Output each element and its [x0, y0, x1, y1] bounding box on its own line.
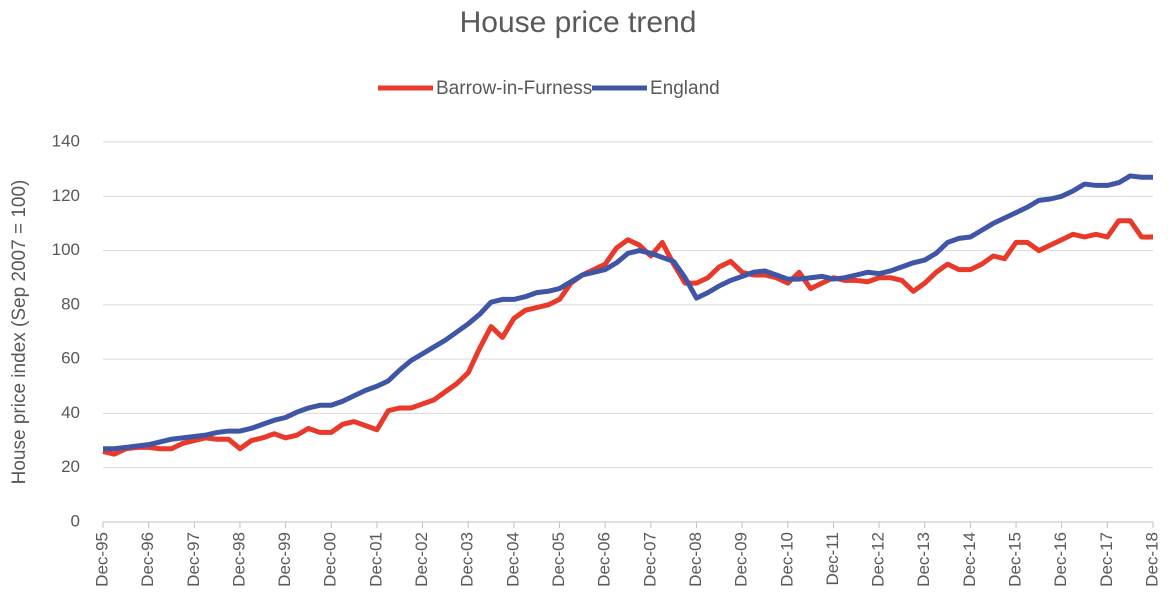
x-tick-label: Dec-99: [275, 532, 294, 587]
x-tick-label: Dec-07: [640, 532, 659, 587]
y-tick-label: 0: [71, 511, 80, 530]
series-line: [102, 218, 1153, 457]
y-axis-label: House price index (Sep 2007 = 100): [9, 180, 30, 485]
legend-label: England: [650, 78, 720, 99]
x-tick-label: Dec-14: [960, 532, 979, 587]
x-tick-label: Dec-16: [1051, 532, 1070, 587]
series-line: [103, 173, 1153, 452]
y-tick-label: 140: [52, 131, 80, 150]
x-tick-label: Dec-04: [503, 532, 522, 587]
y-tick-label: 120: [52, 186, 80, 205]
y-tick-label: 40: [61, 403, 80, 422]
x-tick-label: Dec-15: [1006, 532, 1025, 587]
x-tick-label: Dec-13: [914, 532, 933, 587]
x-tick-label: Dec-17: [1097, 532, 1116, 587]
x-tick-label: Dec-02: [412, 532, 431, 587]
x-tick-label: Dec-06: [595, 532, 614, 587]
x-tick-label: Dec-05: [549, 532, 568, 587]
y-tick-label: 60: [61, 349, 80, 368]
y-tick-label: 80: [61, 294, 80, 313]
x-tick-label: Dec-96: [138, 532, 157, 587]
x-tick-label: Dec-03: [458, 532, 477, 587]
x-tick-label: Dec-00: [321, 532, 340, 587]
x-tick-label: Dec-12: [869, 532, 888, 587]
legend-label: Barrow-in-Furness: [436, 78, 592, 99]
x-tick-label: Dec-09: [732, 532, 751, 587]
x-tick-label: Dec-18: [1142, 532, 1161, 587]
x-tick-label: Dec-10: [777, 532, 796, 587]
x-tick-label: Dec-95: [92, 532, 111, 587]
x-tick-label: Dec-97: [184, 532, 203, 587]
x-tick-label: Dec-11: [823, 532, 842, 586]
chart-title: House price trend: [460, 6, 697, 39]
y-tick-label: 100: [52, 240, 80, 259]
x-tick-label: Dec-98: [229, 532, 248, 587]
y-tick-label: 20: [61, 457, 80, 476]
x-tick-label: Dec-01: [366, 532, 385, 587]
x-tick-label: Dec-08: [686, 532, 705, 587]
